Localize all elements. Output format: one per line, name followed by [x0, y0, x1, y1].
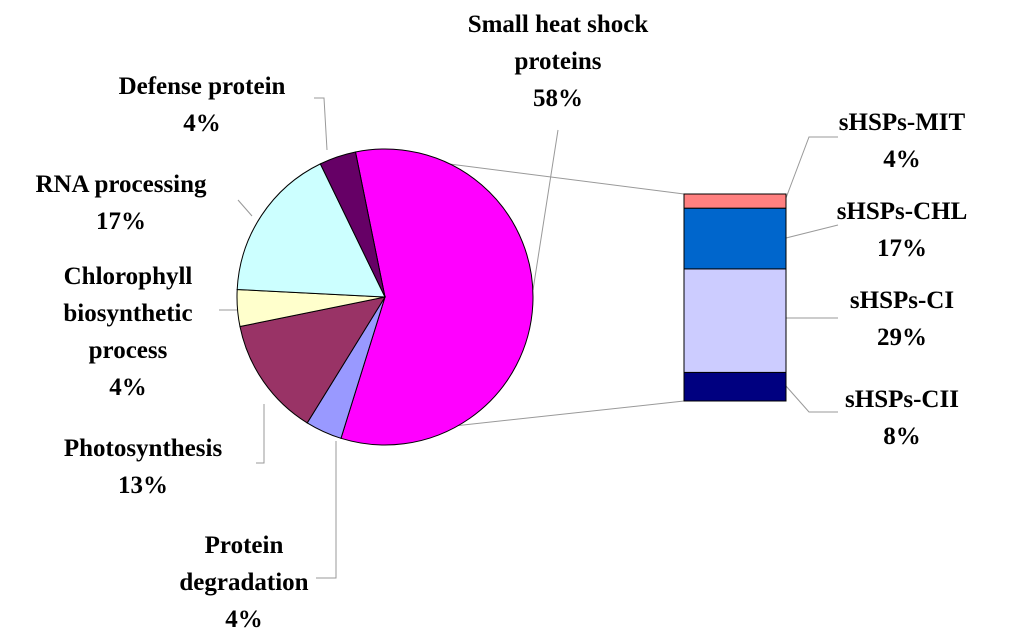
leader-shsps-chl — [785, 224, 839, 239]
bar-segment-shsps-chl — [683, 207, 787, 270]
stacked-bar — [683, 193, 787, 402]
label-chlorophyll-biosynthetic-process: Chlorophyll biosynthetic process 4% — [63, 263, 192, 401]
bar-segment-shsps-mit — [683, 193, 787, 209]
labels: Small heat shock proteins 58% Protein degrad… — [35, 11, 967, 633]
leader-defense-protein — [314, 97, 328, 151]
label-photosynthesis: Photosynthesis 13% — [64, 435, 223, 499]
leader-lines — [219, 97, 839, 579]
leader-small-heat-shock-proteins — [532, 129, 559, 291]
bar-segment-shsps-cii — [683, 371, 787, 402]
leader-rna-processing — [237, 199, 253, 217]
leader-protein-degradation — [316, 441, 337, 579]
label-protein-degradation: Protein degradation 4% — [179, 532, 308, 633]
pie-slice-rna-processing — [236, 163, 386, 298]
leader-shsps-cii — [785, 385, 838, 413]
label-shsps-cii: sHSPs-CII 8% — [845, 386, 959, 450]
label-shsps-mit: sHSPs-MIT 4% — [839, 109, 966, 173]
label-shsps-chl: sHSPs-CHL 17% — [837, 198, 968, 262]
label-small-heat-shock-proteins: Small heat shock proteins 58% — [468, 11, 649, 112]
leader-shsps-mit — [785, 136, 838, 199]
label-defense-protein: Defense protein 4% — [119, 73, 286, 137]
label-shsps-ci: sHSPs-CI 29% — [850, 287, 954, 351]
pie-slice-photosynthesis — [239, 296, 387, 424]
pie-slice-defense-protein — [319, 151, 386, 298]
label-rna-processing: RNA processing 17% — [35, 171, 207, 235]
pie — [236, 148, 534, 446]
pie-slice-small-heat-shock-proteins — [340, 148, 534, 446]
bar-segment-shsps-ci — [683, 268, 787, 373]
leader-photosynthesis — [256, 404, 265, 464]
